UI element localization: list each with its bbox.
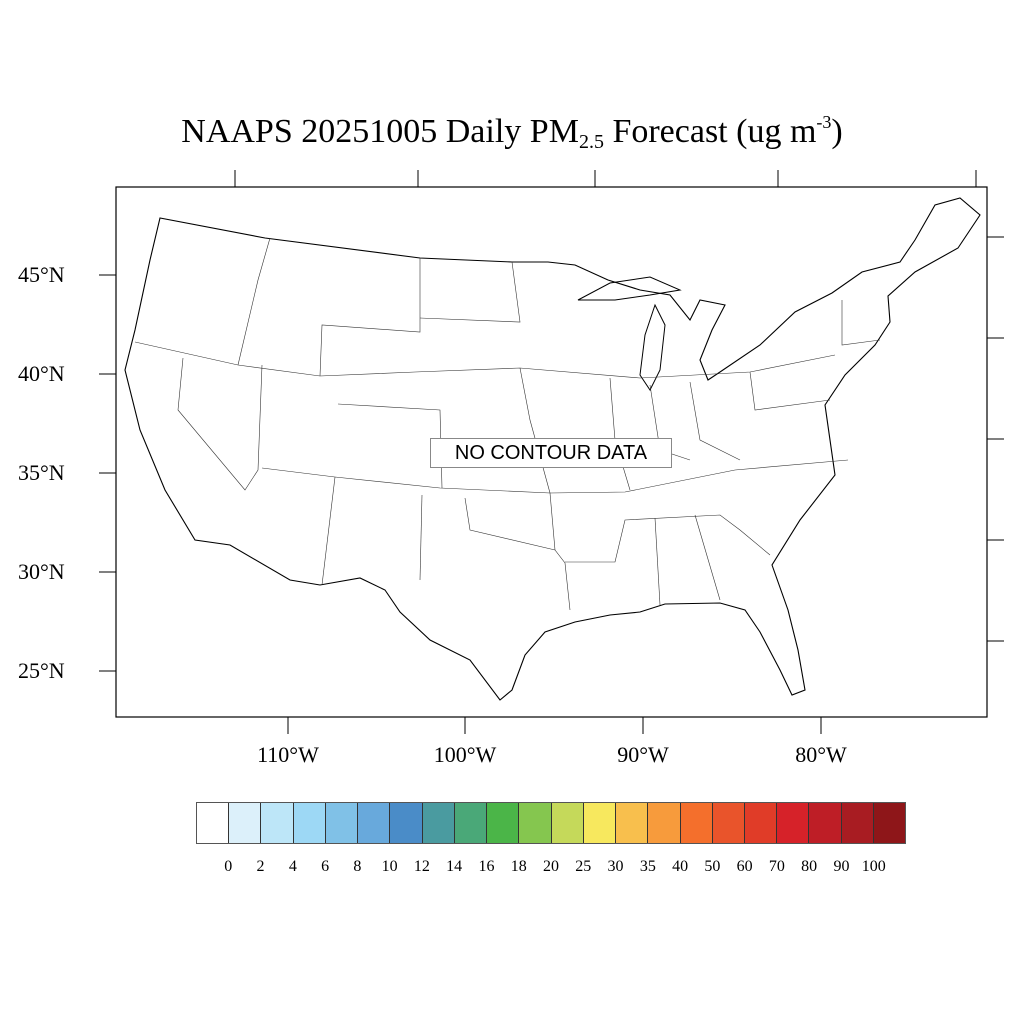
colorbar-label: 10 <box>381 858 398 875</box>
colorbar-label: 70 <box>768 858 785 875</box>
colorbar-box <box>325 803 359 843</box>
colorbar-box <box>197 803 230 843</box>
map-frame <box>115 186 988 718</box>
left-ticks <box>99 274 116 672</box>
colorbar-box <box>583 803 617 843</box>
colorbar-box <box>422 803 455 843</box>
title-superscript: -3 <box>816 112 832 132</box>
colorbar-box <box>229 803 262 843</box>
colorbar-box <box>519 803 552 843</box>
colorbar-label: 20 <box>543 858 559 875</box>
bottom-ticks <box>287 717 822 734</box>
colorbar-label: 4 <box>288 858 297 875</box>
colorbar-box <box>390 803 423 843</box>
colorbar-box <box>744 803 778 843</box>
colorbar <box>196 802 906 844</box>
lat-label: 45°N <box>18 262 65 287</box>
lat-label: 25°N <box>18 658 65 683</box>
lon-label: 110°W <box>257 742 319 767</box>
colorbar-box <box>551 803 584 843</box>
colorbar-box <box>616 803 649 843</box>
colorbar-box <box>454 803 488 843</box>
colorbar-label: 35 <box>639 858 656 875</box>
colorbar-box <box>358 803 391 843</box>
colorbar-label: 80 <box>801 858 818 875</box>
top-ticks <box>234 170 977 187</box>
colorbar-label: 40 <box>672 858 689 875</box>
colorbar-label: 25 <box>575 858 592 875</box>
colorbar-label: 0 <box>224 858 233 875</box>
colorbar-label: 14 <box>446 858 463 875</box>
colorbar-box <box>873 803 906 843</box>
lake-michigan <box>639 303 666 391</box>
colorbar-box <box>487 803 520 843</box>
colorbar-label: 90 <box>833 858 850 875</box>
title-text: NAAPS 20251005 Daily PM <box>181 113 579 150</box>
right-ticks <box>987 236 1004 642</box>
colorbar-box <box>261 803 294 843</box>
colorbar-box <box>841 803 874 843</box>
colorbar-label: 6 <box>321 858 330 875</box>
lon-label: 90°W <box>617 742 669 767</box>
title-subscript: 2.5 <box>578 131 604 153</box>
colorbar-box <box>809 803 842 843</box>
lon-label: 80°W <box>795 742 847 767</box>
colorbar-label: 16 <box>478 858 495 875</box>
lat-label: 40°N <box>18 361 65 386</box>
us-coastline <box>124 197 981 701</box>
colorbar-box <box>648 803 681 843</box>
title-suffix: ) <box>831 113 843 150</box>
colorbar-label: 8 <box>353 858 362 875</box>
colorbar-box <box>712 803 745 843</box>
colorbar-box <box>777 803 810 843</box>
lat-label: 30°N <box>18 559 65 584</box>
lat-label: 35°N <box>18 460 65 485</box>
colorbar-box <box>680 803 713 843</box>
lake-superior <box>577 276 682 301</box>
colorbar-box <box>293 803 326 843</box>
colorbar-label: 50 <box>704 858 721 875</box>
lon-label: 100°W <box>433 742 497 767</box>
colorbar-label: 100 <box>861 858 886 875</box>
colorbar-label: 12 <box>413 858 430 875</box>
colorbar-label: 30 <box>607 858 624 875</box>
colorbar-label: 60 <box>736 858 753 875</box>
title-text-middle: Forecast (ug m <box>603 113 817 150</box>
colorbar-label: 18 <box>510 858 527 875</box>
no-contour-data-label: NO CONTOUR DATA <box>430 438 672 468</box>
chart-title: NAAPS 20251005 Daily PM2.5 Forecast (ug … <box>0 112 1024 154</box>
colorbar-label: 2 <box>256 858 265 875</box>
